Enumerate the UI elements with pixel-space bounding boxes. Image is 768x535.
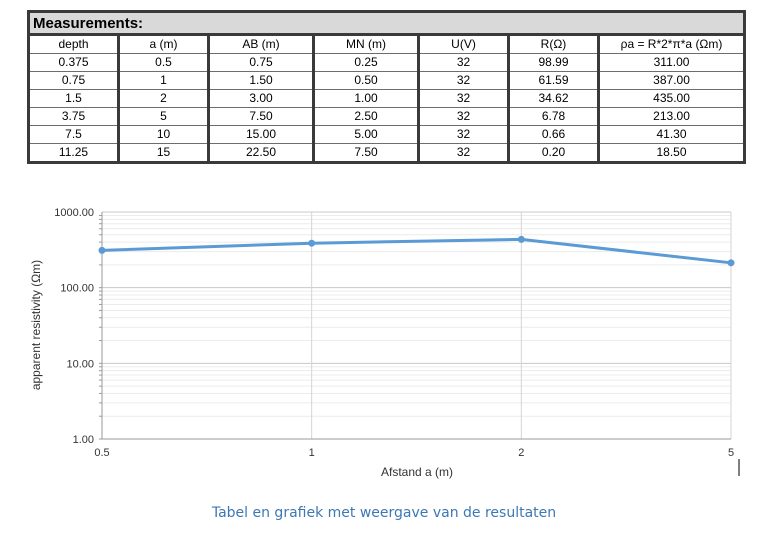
series-line xyxy=(101,237,732,265)
column-header: ρa = R*2*π*a (Ωm) xyxy=(596,34,745,54)
x-tick-label: 5 xyxy=(728,447,734,459)
y-tick-label: 1000.00 xyxy=(54,207,94,219)
y-tick-label: 1.00 xyxy=(73,434,94,446)
table-cell: 32 xyxy=(417,125,509,144)
column-header: AB (m) xyxy=(207,34,314,54)
data-point xyxy=(517,235,525,243)
table-cell: 10 xyxy=(117,125,209,144)
resistivity-chart: 1000.00 100.00 10.00 1.000.5 1 2 5 Afstand a (… xyxy=(29,207,740,479)
table-cell: 32 xyxy=(417,107,509,126)
table-cell: 11.25 xyxy=(58,145,89,159)
figure-caption: Tabel en grafiek met weergave van de res… xyxy=(211,505,557,521)
table-cell: 34.62 xyxy=(507,89,599,108)
table-cell: 0.75 xyxy=(28,71,119,90)
table-cell: 1.50 xyxy=(207,71,314,90)
table-cell: 435.00 xyxy=(596,89,745,108)
table-title: Measurements: xyxy=(28,11,745,36)
table-cell: 7.5 xyxy=(28,125,119,144)
table-cell: 311.00 xyxy=(596,53,745,72)
table-cell: 7.50 xyxy=(207,107,314,126)
column-header: MN (m) xyxy=(312,34,419,54)
table-cell: 32 xyxy=(417,89,509,108)
table-cell: 213.00 xyxy=(596,107,745,126)
column-header: depth xyxy=(28,34,119,54)
table-cell: 98.99 xyxy=(507,53,599,72)
table-cell: 32 xyxy=(417,143,509,163)
table-cell: 0.25 xyxy=(312,53,419,72)
table-cell: 15.00 xyxy=(207,125,314,144)
table-cell: 0.75 xyxy=(207,53,314,72)
table-cell: 5 xyxy=(117,107,209,126)
table-cell: 0.20 xyxy=(507,143,599,163)
table-cell: 1.5 xyxy=(28,89,119,108)
table-cell: 3.00 xyxy=(207,89,314,108)
table-cell: 0.5 xyxy=(117,53,209,72)
table-cell: 22.50 xyxy=(207,143,314,163)
table-cell: 41.30 xyxy=(596,125,745,144)
table-cell: 7.50 xyxy=(312,143,419,163)
table-cell: 0.50 xyxy=(312,71,419,90)
chart-tick-labels: 1000.00 100.00 10.00 1.000.5 1 2 5 xyxy=(54,207,734,459)
column-header: U(V) xyxy=(417,34,509,54)
measurements-table: Measurements: depth a (m) AB (m) MN (m) U(V)… xyxy=(27,10,747,164)
x-tick-label: 1 xyxy=(309,447,315,459)
data-point xyxy=(727,259,735,267)
table-cell: 0.375 xyxy=(28,53,119,72)
data-point xyxy=(98,246,106,254)
table-row: 11.25 15 22.50 7.50 32 0.20 18.50 xyxy=(29,143,745,163)
table-row: 1.5 2 3.00 1.00 32 34.62 435.00 xyxy=(28,89,745,108)
table-cell: 1.00 xyxy=(312,89,419,108)
table-header-row: depth a (m) AB (m) MN (m) U(V) R(Ω) ρa = R*2*π… xyxy=(28,34,745,54)
table-cell: 18.50 xyxy=(596,143,745,163)
table-cell: 6.78 xyxy=(507,107,599,126)
table-row: 7.5 10 15.00 5.00 32 0.66 41.30 xyxy=(28,125,745,144)
data-point xyxy=(308,239,316,247)
x-tick-label: 0.5 xyxy=(94,447,109,459)
column-header: a (m) xyxy=(117,34,209,54)
table-cell: 32 xyxy=(417,71,509,90)
table-cell: 1 xyxy=(117,71,209,90)
column-header: R(Ω) xyxy=(507,34,599,54)
x-axis-label: Afstand a (m) xyxy=(381,465,453,479)
table-row: 0.75 1 1.50 0.50 32 61.59 387.00 xyxy=(28,71,745,90)
table-cell: 15 xyxy=(117,143,209,163)
table-cell: 2.50 xyxy=(312,107,419,126)
table-row: 3.75 5 7.50 2.50 32 6.78 213.00 xyxy=(28,107,745,126)
table-row: 0.375 0.5 0.75 0.25 32 98.99 311.00 xyxy=(28,53,745,72)
y-tick-label: 10.00 xyxy=(66,358,94,370)
table-cell: 3.75 xyxy=(28,107,119,126)
table-cell: 61.59 xyxy=(507,71,599,90)
y-tick-label: 100.00 xyxy=(60,283,94,295)
table-cell: 5.00 xyxy=(312,125,419,144)
table-cell: 387.00 xyxy=(596,71,745,90)
table-cell: 32 xyxy=(417,53,509,72)
chart-series xyxy=(98,235,735,267)
measurements-table-container: Measurements: depth a (m) AB (m) MN (m) U(V)… xyxy=(27,10,747,164)
x-tick-label: 2 xyxy=(518,447,524,459)
table-cell: 2 xyxy=(117,89,209,108)
table-cell: 0.66 xyxy=(507,125,599,144)
y-axis-label: apparent resistivity (Ωm) xyxy=(29,260,43,390)
